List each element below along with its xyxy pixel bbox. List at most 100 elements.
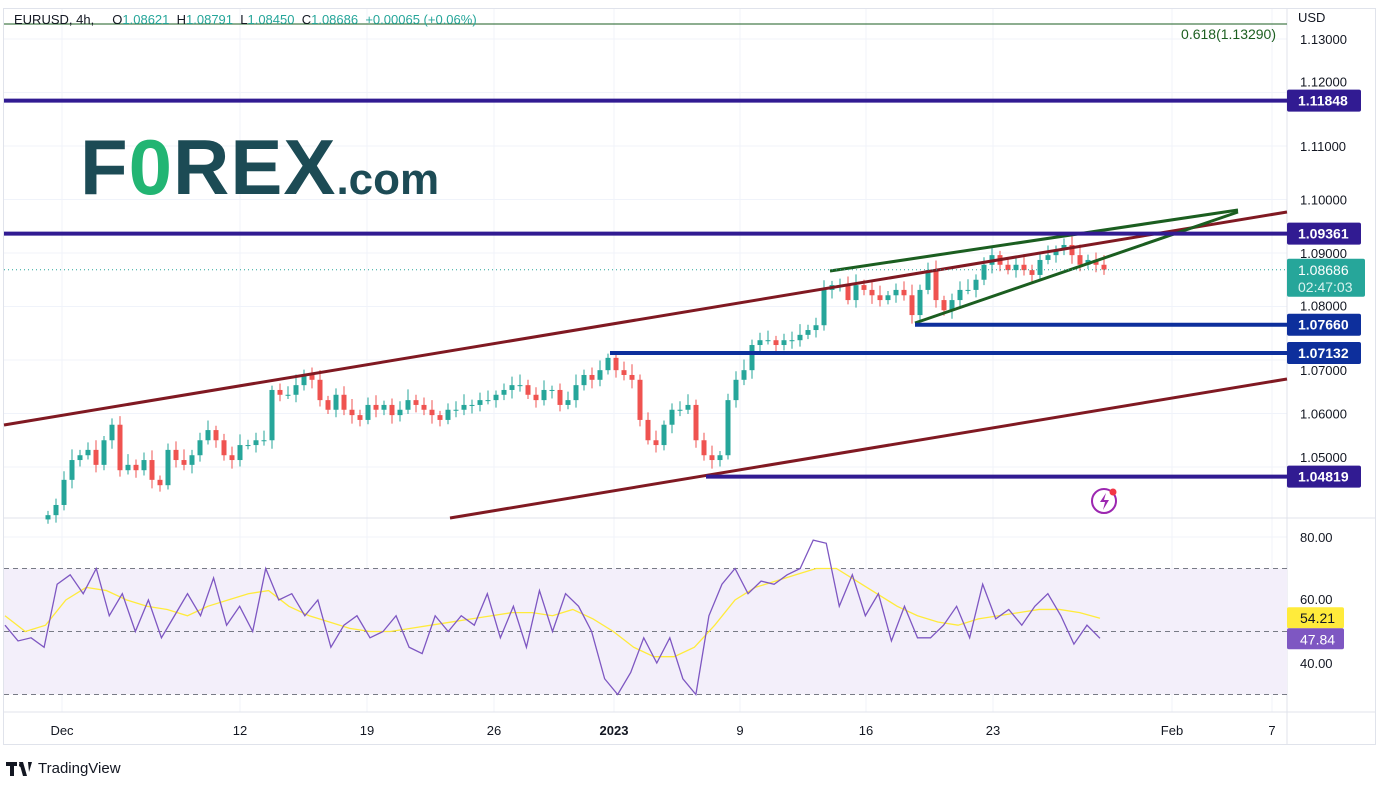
candle-body [117,424,123,471]
candle-body [885,295,891,301]
wedge-lower-line [914,210,1239,325]
candle-body [333,394,339,410]
candle-body [845,285,851,301]
candle-body [1101,264,1107,270]
candle-body [69,460,75,480]
candle-body [325,400,331,410]
level-price-label: 1.09361 [1298,226,1349,242]
close-label: C [301,12,312,27]
candle-body [597,370,603,380]
candle-body [685,404,691,410]
candle-body [277,389,283,395]
candle-body [349,409,355,416]
candle-body [621,370,627,375]
level-price-label: 1.11848 [1298,93,1348,109]
candle-body [93,449,99,465]
logo-part: .com [336,155,440,204]
candle-body [669,409,675,425]
candle-body [613,357,619,371]
candle-body [797,334,803,341]
wedge-upper-line [829,208,1239,273]
candle-body [581,374,587,386]
price-tick-label: 1.07000 [1300,363,1347,378]
candle-body [629,374,635,380]
time-tick-label: 19 [360,723,374,738]
candle-body [677,409,683,411]
candle-body [541,389,547,401]
level-price-label: 1.04819 [1298,469,1349,485]
candle-body [709,455,715,461]
candle-body [421,404,427,410]
candle-body [877,295,883,301]
time-tick-label: Dec [50,723,74,738]
candle-body [453,409,459,411]
candle-body [789,340,795,342]
forex-logo: F0REX.com [80,128,439,206]
rsi-ma-label: 54.21 [1300,610,1335,626]
candle-body [741,370,747,380]
candle-body [773,340,779,346]
chart-frame [3,8,1376,745]
rsi-ma-badge [1287,607,1344,629]
candle-body [501,389,507,395]
change-value: +0.00065 (+0.06%) [365,12,477,27]
candle-body [1005,264,1011,271]
candle-body [493,394,499,401]
candle-body [261,440,267,442]
candle-body [949,300,955,311]
candle-body [85,449,91,456]
price-tick-label: 1.05000 [1300,450,1347,465]
candle-body [45,515,51,520]
candle-body [893,289,899,296]
level-price-badge [1287,89,1361,112]
candle-body [101,440,107,465]
candle-body [133,464,139,471]
candle-body [805,330,811,335]
level-price-badge [1287,313,1361,336]
candle-body [965,289,971,291]
symbol-label[interactable]: EURUSD, 4h, [14,12,95,27]
candle-body [757,340,763,346]
candle-body [389,404,395,416]
candle-body [1045,255,1051,260]
candle-body [525,385,531,395]
candle-body [461,404,467,410]
candle-body [365,404,371,420]
candle-body [373,404,379,410]
candle-body [565,400,571,405]
time-tick-label: 26 [487,723,501,738]
candle-body [533,394,539,401]
candle-body [445,409,451,420]
candle-body [437,415,443,420]
high-value: 1.08791 [186,12,234,27]
bar-countdown-label: 02:47:03 [1298,279,1353,295]
rsi-value-badge [1287,628,1344,650]
candle-body [957,289,963,301]
candle-body [197,440,203,456]
price-tick-label: 1.13000 [1300,32,1347,47]
candle-body [605,357,611,371]
price-tick-label: 1.12000 [1300,75,1347,90]
candle-body [285,394,291,396]
candle-body [293,385,299,395]
candle-body [469,404,475,406]
time-tick-label: 16 [859,723,873,738]
candle-body [821,289,827,326]
candle-body [653,440,659,446]
candle-body [733,379,739,401]
candle-body [245,445,251,447]
rsi-value-label: 47.84 [1300,631,1335,647]
candle-body [109,424,115,441]
candle-body [981,264,987,280]
candle-body [485,400,491,402]
notification-dot [1109,488,1117,496]
tradingview-brand[interactable]: TradingView [6,760,121,777]
time-tick-label: 9 [736,723,743,738]
candle-body [589,374,595,380]
candle-body [149,460,155,480]
open-label: O [112,12,123,27]
open-value: 1.08621 [122,12,170,27]
candle-body [1077,255,1083,265]
rsi-tick-label: 40.00 [1300,656,1333,671]
